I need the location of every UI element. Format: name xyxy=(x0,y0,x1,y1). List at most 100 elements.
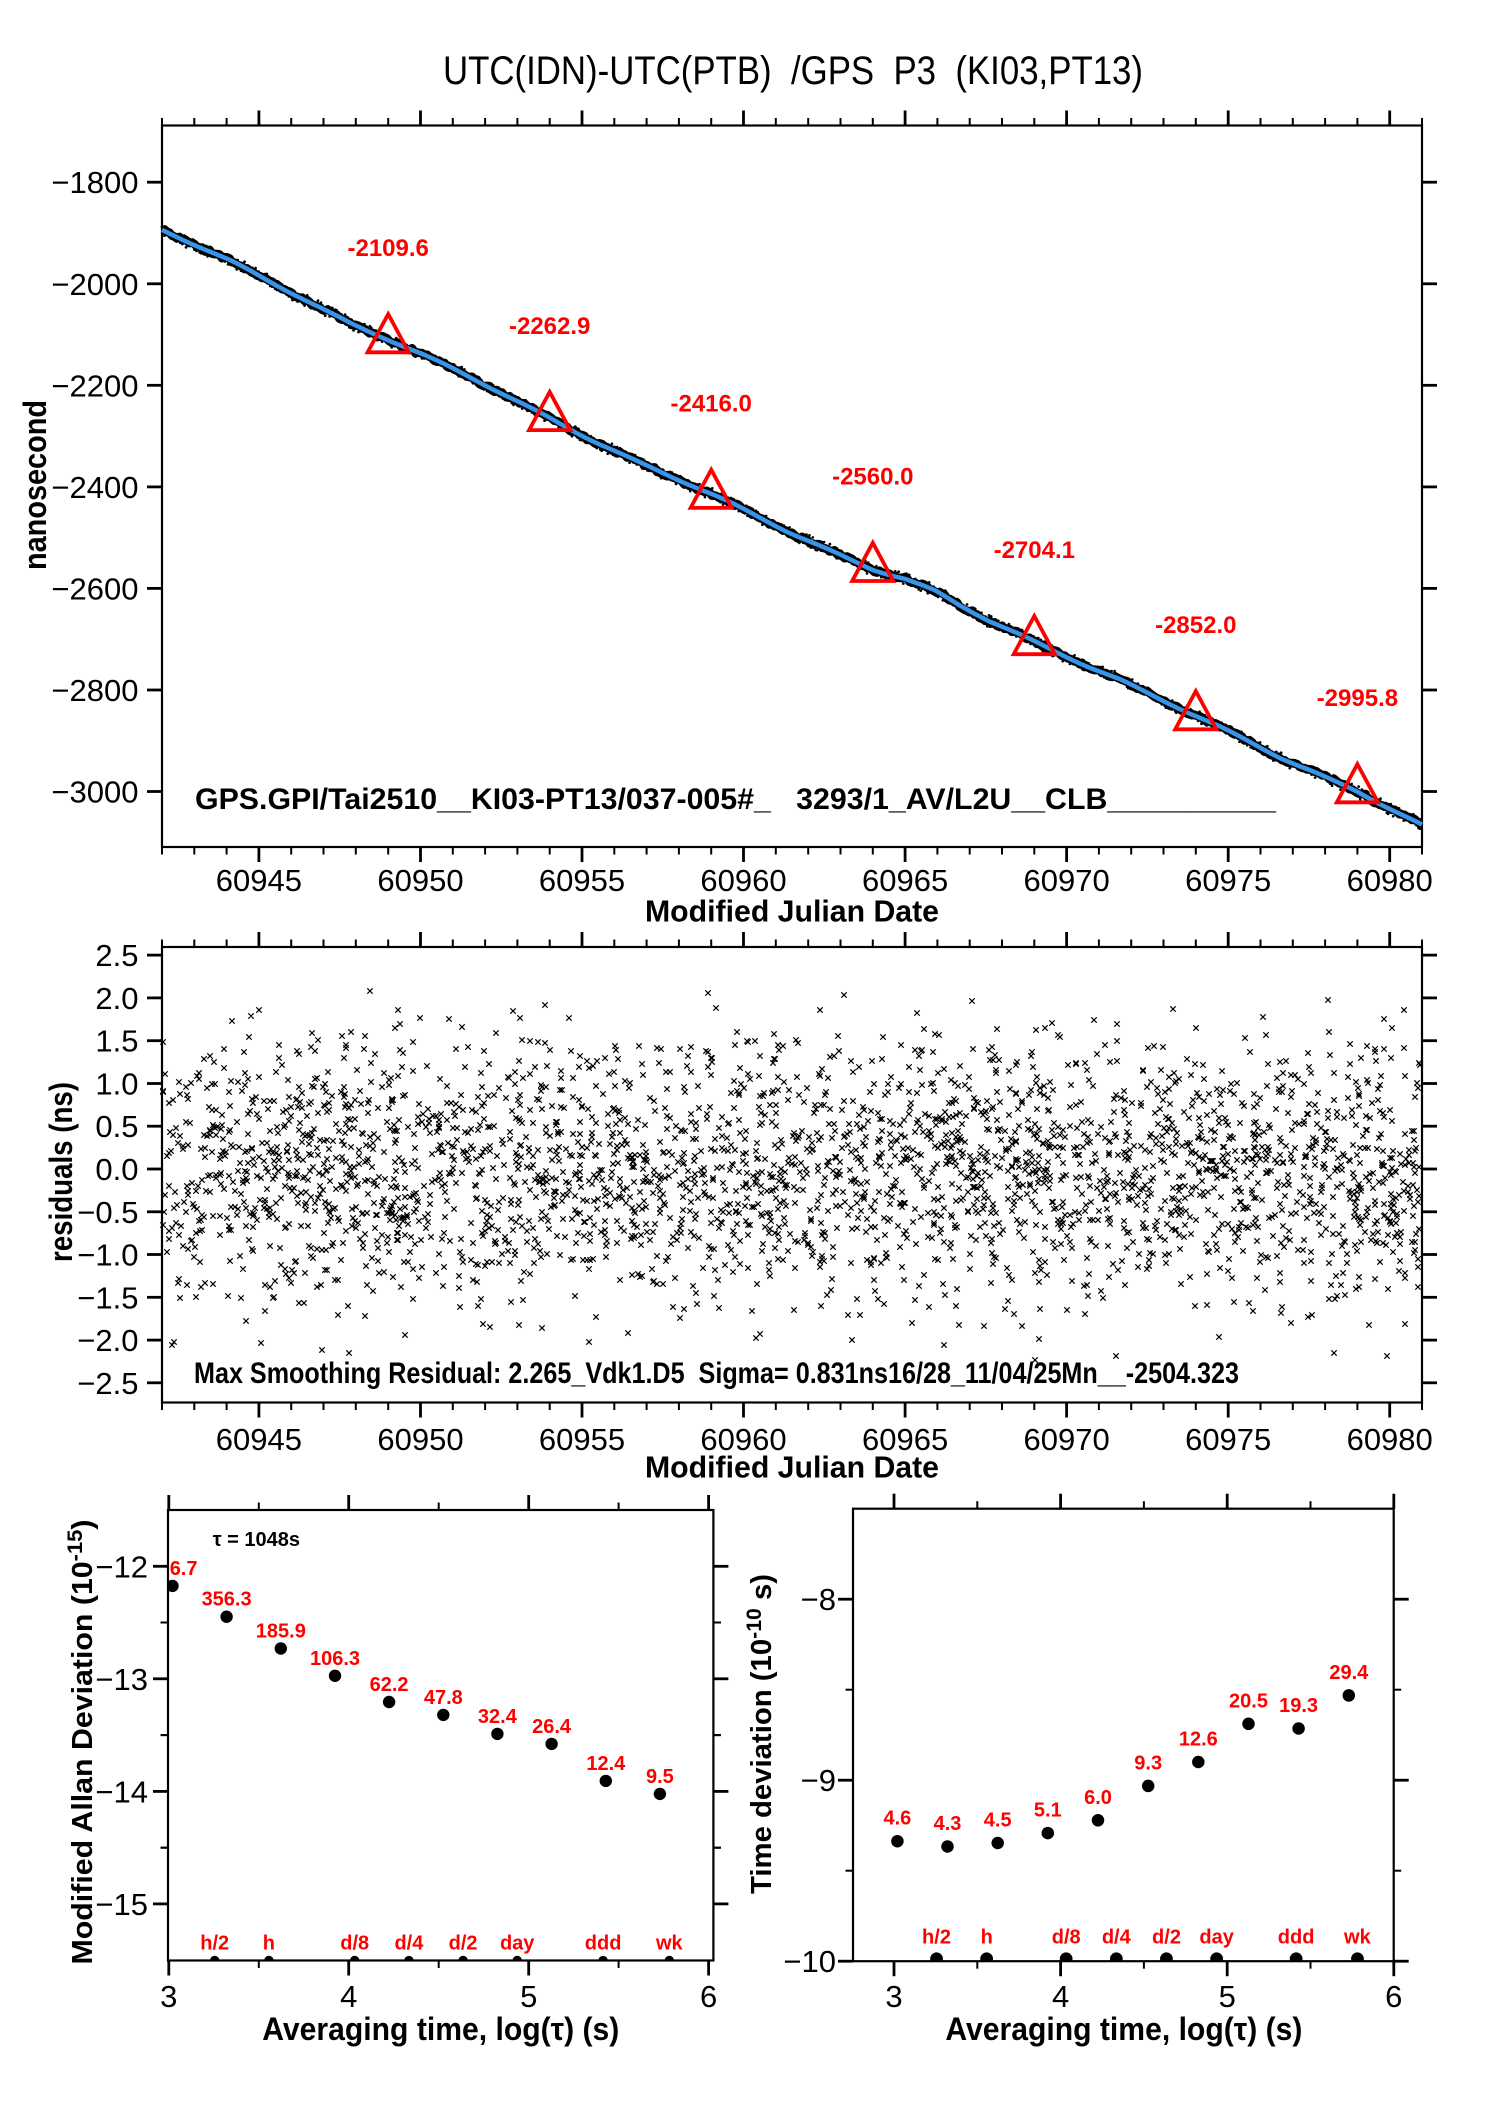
svg-text:d/8: d/8 xyxy=(1052,1927,1081,1949)
svg-text:−1.0: −1.0 xyxy=(77,1238,138,1273)
svg-text:9.3: 9.3 xyxy=(1134,1752,1162,1774)
svg-text:60950: 60950 xyxy=(377,1422,463,1457)
svg-text:−2.0: −2.0 xyxy=(77,1323,138,1358)
svg-text:3: 3 xyxy=(885,1979,902,2014)
svg-text:−14: −14 xyxy=(95,1774,148,1809)
svg-text:h/2: h/2 xyxy=(200,1933,229,1955)
svg-text:9.5: 9.5 xyxy=(646,1766,674,1788)
svg-text:nanosecond: nanosecond xyxy=(17,400,53,570)
svg-text:residuals (ns): residuals (ns) xyxy=(43,1082,79,1262)
svg-text:62.2: 62.2 xyxy=(370,1674,409,1696)
svg-text:Max Smoothing Residual: 2.265_: Max Smoothing Residual: 2.265_Vdk1.D5 Si… xyxy=(194,1357,1239,1390)
svg-text:6.0: 6.0 xyxy=(1084,1787,1112,1809)
svg-text:6: 6 xyxy=(700,1979,717,2014)
svg-text:h: h xyxy=(263,1933,275,1955)
svg-text:-2560.0: -2560.0 xyxy=(832,464,913,491)
svg-text:−13: −13 xyxy=(95,1662,148,1697)
svg-text:4.6: 4.6 xyxy=(883,1808,911,1830)
svg-text:60965: 60965 xyxy=(862,863,948,898)
svg-text:1.5: 1.5 xyxy=(95,1024,138,1059)
svg-text:-2109.6: -2109.6 xyxy=(347,235,428,262)
svg-text:60965: 60965 xyxy=(862,1422,948,1457)
svg-text:3: 3 xyxy=(160,1979,177,2014)
svg-text:1.0: 1.0 xyxy=(95,1067,138,1102)
svg-text:2.5: 2.5 xyxy=(95,938,138,973)
svg-text:32.4: 32.4 xyxy=(478,1706,518,1728)
svg-text:day: day xyxy=(1199,1927,1234,1949)
svg-text:2.0: 2.0 xyxy=(95,981,138,1016)
svg-text:6: 6 xyxy=(1385,1979,1402,2014)
svg-text:47.8: 47.8 xyxy=(424,1687,463,1709)
svg-text:−12: −12 xyxy=(95,1549,148,1584)
svg-text:4.5: 4.5 xyxy=(984,1810,1012,1832)
svg-text:-2262.9: -2262.9 xyxy=(509,313,590,340)
svg-text:60960: 60960 xyxy=(700,863,786,898)
svg-text:60960: 60960 xyxy=(700,1422,786,1457)
svg-text:−2.5: −2.5 xyxy=(77,1366,138,1401)
svg-text:5: 5 xyxy=(520,1979,537,2014)
svg-text:h/2: h/2 xyxy=(922,1927,951,1949)
svg-text:−2000: −2000 xyxy=(51,267,138,302)
svg-text:Modified Julian Date: Modified Julian Date xyxy=(645,1450,939,1485)
svg-text:−2600: −2600 xyxy=(51,571,138,606)
svg-text:60970: 60970 xyxy=(1023,863,1109,898)
svg-text:−2400: −2400 xyxy=(51,470,138,505)
svg-text:d/4: d/4 xyxy=(394,1933,424,1955)
svg-text:12.4: 12.4 xyxy=(586,1753,626,1775)
svg-text:GPS.GPI/Tai2510__KI03-PT13/037: GPS.GPI/Tai2510__KI03-PT13/037-005#_ 329… xyxy=(195,783,1276,816)
svg-text:356.3: 356.3 xyxy=(202,1589,252,1611)
svg-text:τ = 1048s: τ = 1048s xyxy=(213,1529,300,1551)
svg-text:106.3: 106.3 xyxy=(310,1648,360,1670)
svg-text:60975: 60975 xyxy=(1185,863,1271,898)
svg-text:-2704.1: -2704.1 xyxy=(994,537,1075,564)
svg-text:−1.5: −1.5 xyxy=(77,1280,138,1315)
svg-text:−3000: −3000 xyxy=(51,775,138,810)
svg-text:12.6: 12.6 xyxy=(1179,1729,1218,1751)
svg-text:185.9: 185.9 xyxy=(256,1621,306,1643)
svg-text:4.3: 4.3 xyxy=(934,1813,962,1835)
svg-text:-2995.8: -2995.8 xyxy=(1317,685,1398,712)
svg-text:60980: 60980 xyxy=(1347,863,1433,898)
svg-text:day: day xyxy=(500,1933,535,1955)
svg-text:−10: −10 xyxy=(783,1944,836,1979)
svg-text:Modified Julian Date: Modified Julian Date xyxy=(645,894,939,929)
svg-text:Averaging time, log(τ) (s): Averaging time, log(τ) (s) xyxy=(945,2011,1302,2047)
svg-text:h: h xyxy=(981,1927,993,1949)
svg-text:60970: 60970 xyxy=(1023,1422,1109,1457)
svg-text:d/8: d/8 xyxy=(340,1933,369,1955)
svg-text:Averaging time, log(τ) (s): Averaging time, log(τ) (s) xyxy=(262,2011,619,2047)
svg-text:−9: −9 xyxy=(801,1763,836,1798)
svg-text:d/2: d/2 xyxy=(449,1933,478,1955)
svg-text:26.4: 26.4 xyxy=(532,1716,572,1738)
svg-text:6.7: 6.7 xyxy=(170,1558,198,1580)
svg-text:20.5: 20.5 xyxy=(1229,1690,1268,1712)
svg-text:19.3: 19.3 xyxy=(1279,1695,1318,1717)
svg-text:ddd: ddd xyxy=(1278,1927,1315,1949)
svg-text:60955: 60955 xyxy=(539,1422,625,1457)
svg-text:UTC(IDN)-UTC(PTB) /GPS P3 (: UTC(IDN)-UTC(PTB) /GPS P3 (KI03,PT13) xyxy=(443,49,1143,93)
svg-text:−2800: −2800 xyxy=(51,673,138,708)
svg-text:−15: −15 xyxy=(95,1887,148,1922)
svg-text:5: 5 xyxy=(1219,1979,1236,2014)
svg-text:4: 4 xyxy=(340,1979,357,2014)
svg-text:−1800: −1800 xyxy=(51,165,138,200)
svg-text:60945: 60945 xyxy=(216,1422,302,1457)
svg-text:wk: wk xyxy=(1343,1927,1372,1949)
svg-text:4: 4 xyxy=(1052,1979,1069,2014)
svg-text:60945: 60945 xyxy=(216,863,302,898)
svg-text:60975: 60975 xyxy=(1185,1422,1271,1457)
svg-text:29.4: 29.4 xyxy=(1329,1662,1369,1684)
svg-text:−0.5: −0.5 xyxy=(77,1195,138,1230)
svg-text:60950: 60950 xyxy=(377,863,463,898)
svg-text:Modified Allan Deviation (10-1: Modified Allan Deviation (10-15) xyxy=(64,1520,99,1965)
svg-text:−8: −8 xyxy=(801,1582,836,1617)
svg-text:60980: 60980 xyxy=(1347,1422,1433,1457)
svg-text:d/4: d/4 xyxy=(1102,1927,1132,1949)
svg-text:−2200: −2200 xyxy=(51,368,138,403)
svg-text:ddd: ddd xyxy=(585,1933,622,1955)
svg-text:0.0: 0.0 xyxy=(95,1152,138,1187)
svg-text:0.5: 0.5 xyxy=(95,1109,138,1144)
svg-text:5.1: 5.1 xyxy=(1034,1800,1062,1822)
svg-text:60955: 60955 xyxy=(539,863,625,898)
svg-text:d/2: d/2 xyxy=(1152,1927,1181,1949)
